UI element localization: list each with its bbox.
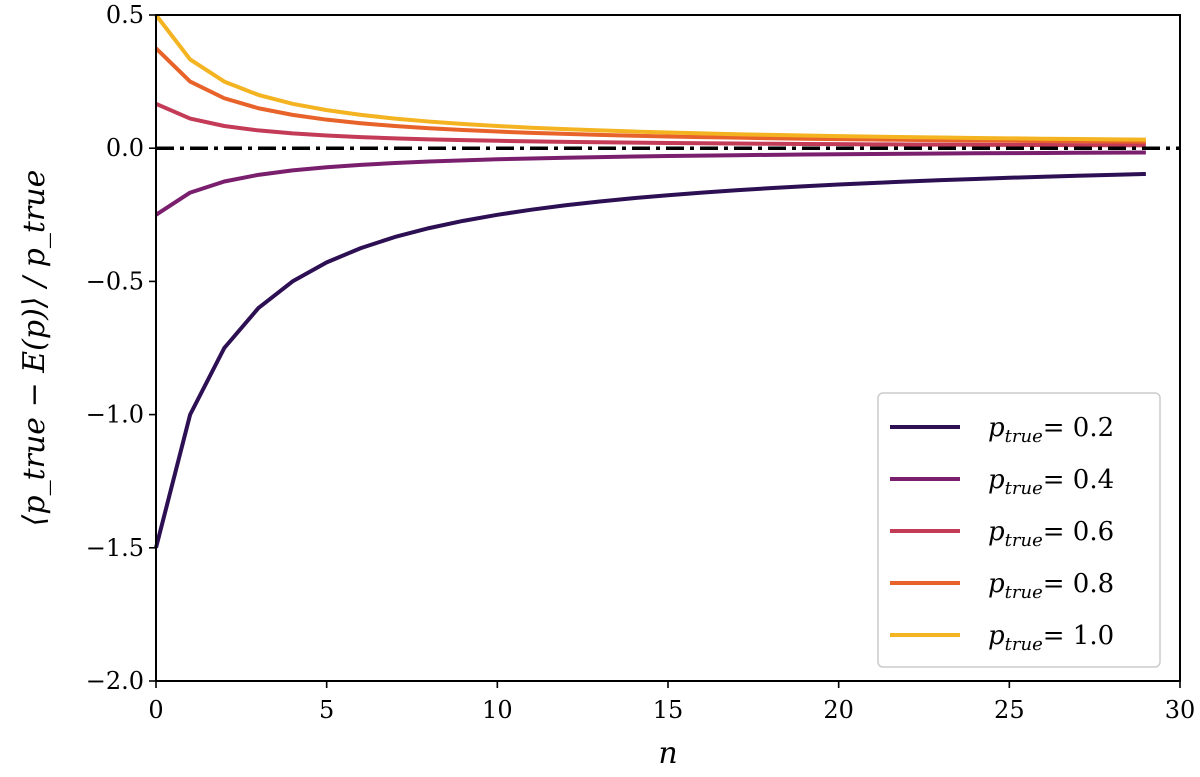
legend-entry-label: ptrue= 1.0: [988, 621, 1114, 655]
legend-frame: [877, 392, 1161, 668]
x-tick-label: 30: [1165, 696, 1196, 724]
y-tick-label: 0.0: [106, 134, 144, 162]
x-tick-label: 10: [482, 696, 513, 724]
y-tick-label: −1.5: [86, 534, 144, 562]
y-tick-label: 0.5: [106, 1, 144, 29]
x-tick-label: 15: [653, 696, 684, 724]
y-tick-label: −2.0: [86, 667, 144, 695]
x-ticks: 0 5 10 15 20 25 30: [148, 681, 1195, 724]
legend-entry-label: ptrue= 0.2: [988, 413, 1114, 447]
y-ticks: 0.5 0.0 −0.5 −1.0 −1.5 −2.0: [86, 1, 156, 695]
series-line-2: [155, 101, 1146, 148]
series-line-3: [154, 46, 1146, 144]
legend-entry-label: ptrue= 0.4: [988, 465, 1114, 499]
x-tick-label: 25: [994, 696, 1025, 724]
y-tick-label: −0.5: [86, 267, 144, 295]
series-layer: [154, 13, 1146, 549]
x-axis-label: n: [658, 736, 677, 771]
x-tick-label: 0: [148, 696, 163, 724]
series-line-4: [154, 13, 1146, 142]
series-line-1: [154, 150, 1146, 217]
legend-entry-label: ptrue= 0.8: [988, 569, 1114, 603]
legend-entry-label: ptrue= 0.6: [988, 517, 1114, 551]
y-tick-label: −1.0: [86, 401, 144, 429]
series-line-0: [154, 171, 1146, 549]
x-tick-label: 5: [319, 696, 334, 724]
legend: ptrue= 0.2 ptrue= 0.4 ptrue= 0.6 ptrue= 0.8…: [877, 392, 1161, 668]
x-tick-label: 20: [823, 696, 854, 724]
y-axis-label: ⟨p_true − E(p)⟩ / p_true: [17, 170, 52, 527]
